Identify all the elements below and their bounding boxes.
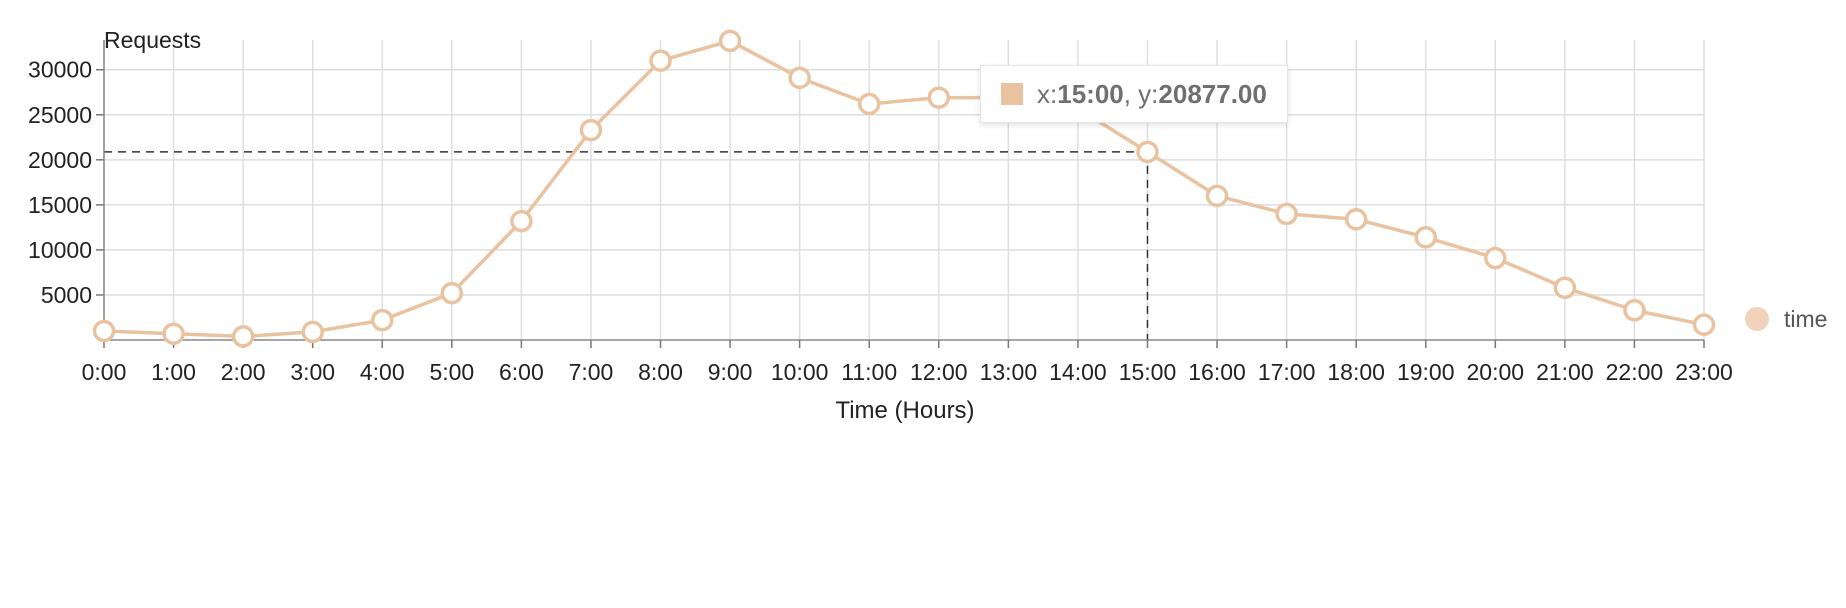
x-tick-label: 2:00 [221, 359, 266, 385]
x-tick-label: 17:00 [1258, 359, 1316, 385]
x-tick-label: 22:00 [1606, 359, 1664, 385]
legend-label: time [1784, 306, 1827, 332]
data-point [301, 320, 324, 344]
axes: 5000 10000 15000 20000 25000 30000 0:00 1:00 2:0… [28, 40, 1733, 385]
x-tick-label: 13:00 [980, 359, 1038, 385]
x-tick-label: 20:00 [1467, 359, 1525, 385]
x-tick-label: 5:00 [429, 359, 474, 385]
legend[interactable]: time [1745, 306, 1827, 332]
tooltip-swatch [1001, 83, 1023, 105]
series-layer [92, 29, 1716, 348]
x-tick-label: 12:00 [910, 359, 968, 385]
x-tick-label: 11:00 [841, 359, 897, 385]
x-tick-label: 18:00 [1327, 359, 1385, 385]
series-line-time [103, 39, 1705, 339]
x-tick-label: 4:00 [360, 359, 405, 385]
x-tick-label: 14:00 [1049, 359, 1107, 385]
data-point [510, 209, 533, 233]
data-point [1553, 276, 1577, 299]
data-point [92, 319, 116, 343]
x-tick-label: 1:00 [151, 359, 196, 385]
x-tick-label: 19:00 [1397, 359, 1455, 385]
y-tick-label: 15000 [28, 192, 92, 218]
x-tick-label: 7:00 [569, 359, 614, 385]
x-tick-label: 3:00 [290, 359, 335, 385]
x-axis-title: Time (Hours) [835, 397, 974, 424]
focus-guides [104, 151, 1149, 340]
y-tick-label: 10000 [28, 237, 92, 263]
x-tick-label: 21:00 [1536, 359, 1594, 385]
x-tick-label: 16:00 [1188, 359, 1246, 385]
data-point [579, 118, 603, 142]
data-point [1623, 299, 1646, 322]
x-tick-label: 15:00 [1119, 359, 1177, 385]
tooltip-y-value: 20877.00 [1158, 78, 1267, 109]
data-point [649, 49, 672, 72]
y-tick-label: 20000 [28, 147, 92, 173]
x-tick-label: 9:00 [708, 359, 753, 385]
x-tick-label: 0:00 [82, 359, 127, 385]
data-tooltip: x: 15:00 , y: 20877.00 [980, 65, 1288, 123]
x-tick-label: 6:00 [499, 359, 544, 385]
data-point [440, 281, 464, 305]
y-tick-label: 25000 [28, 102, 92, 128]
y-tick-label: 30000 [28, 57, 92, 83]
data-point [1692, 313, 1716, 336]
data-point [162, 322, 185, 345]
x-tick-label: 10:00 [771, 359, 829, 385]
data-point [1136, 140, 1159, 164]
grid [103, 40, 1705, 340]
data-point [371, 308, 394, 332]
data-point [1275, 202, 1298, 226]
data-point [1484, 246, 1507, 270]
data-point [1414, 226, 1437, 249]
x-tick-label: 23:00 [1675, 359, 1733, 385]
y-tick-label: 5000 [41, 282, 92, 308]
legend-marker [1745, 307, 1769, 331]
data-point [718, 29, 742, 53]
data-point [1205, 184, 1229, 208]
tooltip-x-prefix: x: [1037, 78, 1058, 109]
tooltip-x-value: 15:00 [1057, 78, 1124, 109]
y-axis-title: Requests [104, 27, 201, 53]
x-tick-label: 8:00 [638, 359, 683, 385]
data-point [857, 92, 881, 116]
data-point [231, 325, 255, 348]
tooltip-y-prefix: , y: [1123, 78, 1159, 109]
data-point [1344, 208, 1368, 231]
data-point [788, 66, 811, 90]
data-point [927, 86, 951, 109]
